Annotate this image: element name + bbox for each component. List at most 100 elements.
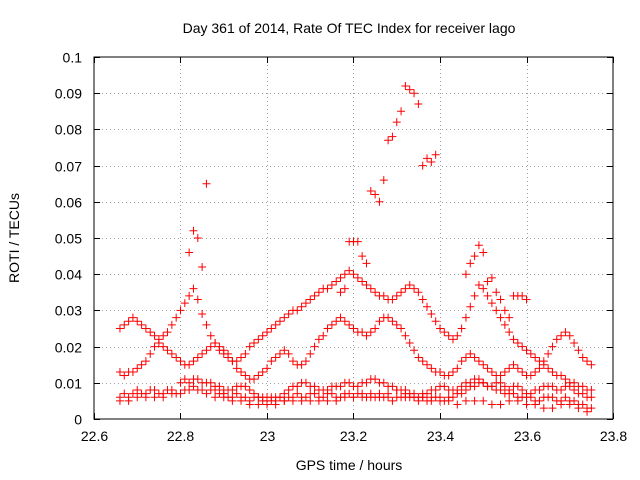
data-point-marker — [280, 389, 289, 398]
data-point-marker — [418, 389, 427, 398]
data-point-marker — [323, 324, 332, 333]
data-point-marker — [570, 378, 579, 387]
data-point-marker — [323, 284, 332, 293]
data-point-marker — [570, 338, 579, 347]
data-point-marker — [254, 335, 263, 344]
data-point-marker — [180, 299, 189, 308]
data-point-marker — [418, 161, 427, 170]
data-point-marker — [453, 400, 462, 409]
data-point-marker — [258, 331, 267, 340]
data-point-marker — [410, 89, 419, 98]
data-point-marker — [172, 353, 181, 362]
data-point-marker — [340, 317, 349, 326]
data-point-marker — [353, 382, 362, 391]
data-point-marker — [349, 393, 358, 402]
data-point-marker — [267, 357, 276, 366]
data-point-marker — [133, 317, 142, 326]
data-point-marker — [379, 291, 388, 300]
data-point-marker — [193, 375, 202, 384]
data-point-marker — [327, 281, 336, 290]
data-point-marker — [509, 389, 518, 398]
data-point-marker — [349, 270, 358, 279]
data-point-marker — [310, 389, 319, 398]
x-tick-label: 23.8 — [600, 428, 627, 444]
data-point-marker — [522, 400, 531, 409]
data-point-marker — [250, 375, 259, 384]
data-point-marker — [388, 396, 397, 405]
data-point-marker — [358, 277, 367, 286]
data-point-marker — [228, 396, 237, 405]
data-point-marker — [448, 335, 457, 344]
data-point-marker — [232, 357, 241, 366]
data-point-marker — [163, 346, 172, 355]
data-point-marker — [539, 404, 548, 413]
data-point-marker — [254, 371, 263, 380]
data-point-marker — [319, 393, 328, 402]
data-point-marker — [414, 100, 423, 109]
data-point-marker — [120, 389, 129, 398]
data-point-marker — [258, 367, 267, 376]
data-point-marker — [245, 386, 254, 395]
data-point-marker — [215, 382, 224, 391]
y-tick-label: 0.06 — [55, 195, 82, 211]
data-point-marker — [362, 378, 371, 387]
data-point-marker — [405, 281, 414, 290]
y-tick-label: 0.03 — [55, 303, 82, 319]
data-point-marker — [353, 273, 362, 282]
data-point-marker — [392, 386, 401, 395]
data-point-marker — [336, 313, 345, 322]
data-point-marker — [275, 393, 284, 402]
y-tick-label: 0.08 — [55, 122, 82, 138]
data-point-marker — [133, 393, 142, 402]
data-point-marker — [474, 241, 483, 250]
data-point-marker — [500, 367, 509, 376]
data-point-marker — [202, 179, 211, 188]
data-point-marker — [280, 346, 289, 355]
data-point-marker — [392, 320, 401, 329]
data-point-marker — [137, 320, 146, 329]
data-point-marker — [500, 382, 509, 391]
data-point-marker — [375, 317, 384, 326]
data-point-marker — [397, 324, 406, 333]
data-point-marker — [310, 342, 319, 351]
data-point-marker — [583, 407, 592, 416]
data-point-marker — [301, 378, 310, 387]
data-point-marker — [340, 270, 349, 279]
data-point-marker — [336, 273, 345, 282]
data-point-marker — [479, 396, 488, 405]
data-point-marker — [557, 400, 566, 409]
data-point-marker — [159, 342, 168, 351]
data-point-marker — [267, 324, 276, 333]
data-point-marker — [461, 386, 470, 395]
data-point-marker — [548, 342, 557, 351]
data-point-marker — [241, 349, 250, 358]
data-point-marker — [518, 291, 527, 300]
data-point-marker — [353, 237, 362, 246]
data-point-marker — [198, 310, 207, 319]
data-point-marker — [448, 393, 457, 402]
data-point-marker — [505, 396, 514, 405]
data-point-marker — [263, 364, 271, 373]
y-tick-label: 0.01 — [55, 376, 82, 392]
data-point-marker — [379, 378, 388, 387]
data-point-marker — [293, 306, 302, 315]
data-point-marker — [340, 284, 349, 293]
data-point-marker — [487, 367, 496, 376]
data-point-marker — [587, 386, 596, 395]
data-point-marker — [427, 364, 436, 373]
data-point-marker — [275, 317, 284, 326]
data-point-marker — [293, 389, 302, 398]
data-point-marker — [345, 320, 354, 329]
data-point-marker — [535, 357, 544, 366]
data-point-marker — [535, 396, 544, 405]
data-point-marker — [141, 324, 150, 333]
data-point-marker — [159, 393, 168, 402]
data-point-marker — [474, 281, 483, 290]
data-point-marker — [271, 353, 280, 362]
data-point-marker — [574, 346, 583, 355]
data-point-marker — [479, 378, 488, 387]
data-point-marker — [544, 349, 553, 358]
axis-ticks — [94, 57, 614, 420]
data-point-marker — [474, 357, 483, 366]
data-point-marker — [505, 364, 514, 373]
